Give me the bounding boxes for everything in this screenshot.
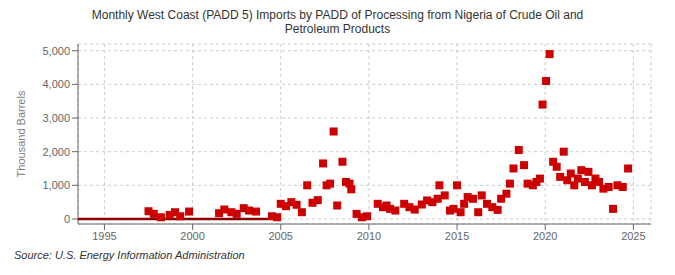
svg-text:4,000: 4,000 (42, 78, 70, 90)
html-text:Monthly West Coast (PADD 5) Im: Monthly West Coast (PADD 5) Imports by P… (91, 8, 584, 22)
svg-text:2025: 2025 (621, 230, 645, 242)
svg-text:2010: 2010 (357, 230, 381, 242)
svg-text:2020: 2020 (533, 230, 557, 242)
svg-text:1995: 1995 (92, 230, 116, 242)
html-text:Petroleum Products: Petroleum Products (284, 22, 391, 36)
svg-text:1,000: 1,000 (42, 179, 70, 191)
svg-text:3,000: 3,000 (42, 112, 70, 124)
svg-text:2,000: 2,000 (42, 146, 70, 158)
svg-text:2005: 2005 (269, 230, 293, 242)
svg-text:2015: 2015 (445, 230, 469, 242)
svg-text:Thousand Barrels: Thousand Barrels (15, 90, 27, 177)
html-text:Source: U.S. Energy Informatio: Source: U.S. Energy Information Administ… (14, 249, 245, 261)
svg-text:2000: 2000 (180, 230, 204, 242)
svg-text:0: 0 (64, 213, 70, 225)
svg-text:5,000: 5,000 (42, 45, 70, 57)
